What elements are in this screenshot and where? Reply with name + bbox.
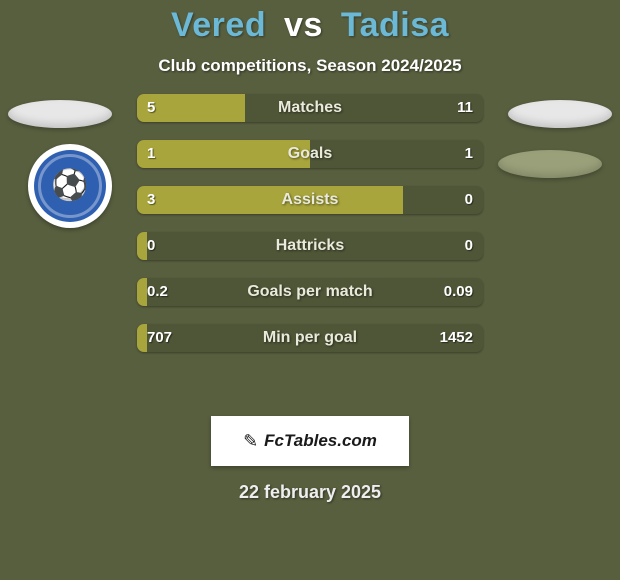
stat-value-left: 3 (147, 186, 155, 214)
stat-value-left: 0 (147, 232, 155, 260)
pencil-icon: ✎ (243, 432, 258, 450)
stat-bars: 511Matches11Goals30Assists00Hattricks0.2… (137, 94, 483, 352)
stat-label: Goals per match (137, 278, 483, 306)
stat-value-right: 0 (465, 232, 473, 260)
title-player1: Vered (171, 6, 266, 44)
stat-value-left: 1 (147, 140, 155, 168)
stat-value-right: 1452 (440, 324, 473, 352)
club-badge-inner: ⚽ (34, 150, 106, 222)
stat-value-right: 0 (465, 186, 473, 214)
fctables-logo: ✎ FcTables.com (211, 416, 409, 466)
title-vs: vs (284, 6, 323, 44)
stat-bar: 0 0Hattricks (137, 232, 483, 260)
comparison-stage: ⚽ 511Matches11Goals30Assists00Hattricks0… (0, 94, 620, 394)
fctables-logo-text: FcTables.com (264, 431, 377, 451)
stat-label: Min per goal (137, 324, 483, 352)
stat-bar: 707 1452Min per goal (137, 324, 483, 352)
stat-bar: 30Assists (137, 186, 483, 214)
left-oval-1 (8, 100, 112, 128)
stat-bar-left-fill (137, 232, 147, 260)
stat-value-left: 707 (147, 324, 172, 352)
right-oval-2 (498, 150, 602, 178)
card: Vered vs Tadisa Club competitions, Seaso… (0, 0, 620, 580)
stat-value-right: 11 (457, 94, 473, 122)
club-badge: ⚽ (28, 144, 112, 228)
stat-bar-left-fill (137, 324, 147, 352)
title: Vered vs Tadisa (0, 8, 620, 44)
stat-bar: 511Matches (137, 94, 483, 122)
stat-bar-left-fill (137, 186, 403, 214)
stat-value-left: 0.2 (147, 278, 168, 306)
stat-label: Hattricks (137, 232, 483, 260)
stat-value-right: 0.09 (444, 278, 473, 306)
right-oval-1 (508, 100, 612, 128)
stat-bar: 0.2 0.09Goals per match (137, 278, 483, 306)
stat-value-left: 5 (147, 94, 155, 122)
date-text: 22 february 2025 (0, 482, 620, 503)
title-player2: Tadisa (341, 6, 449, 44)
stat-bar-left-fill (137, 140, 310, 168)
stat-value-right: 1 (465, 140, 473, 168)
club-badge-ring (38, 154, 102, 218)
subtitle: Club competitions, Season 2024/2025 (0, 56, 620, 76)
stat-bar-left-fill (137, 278, 147, 306)
stat-bar: 11Goals (137, 140, 483, 168)
